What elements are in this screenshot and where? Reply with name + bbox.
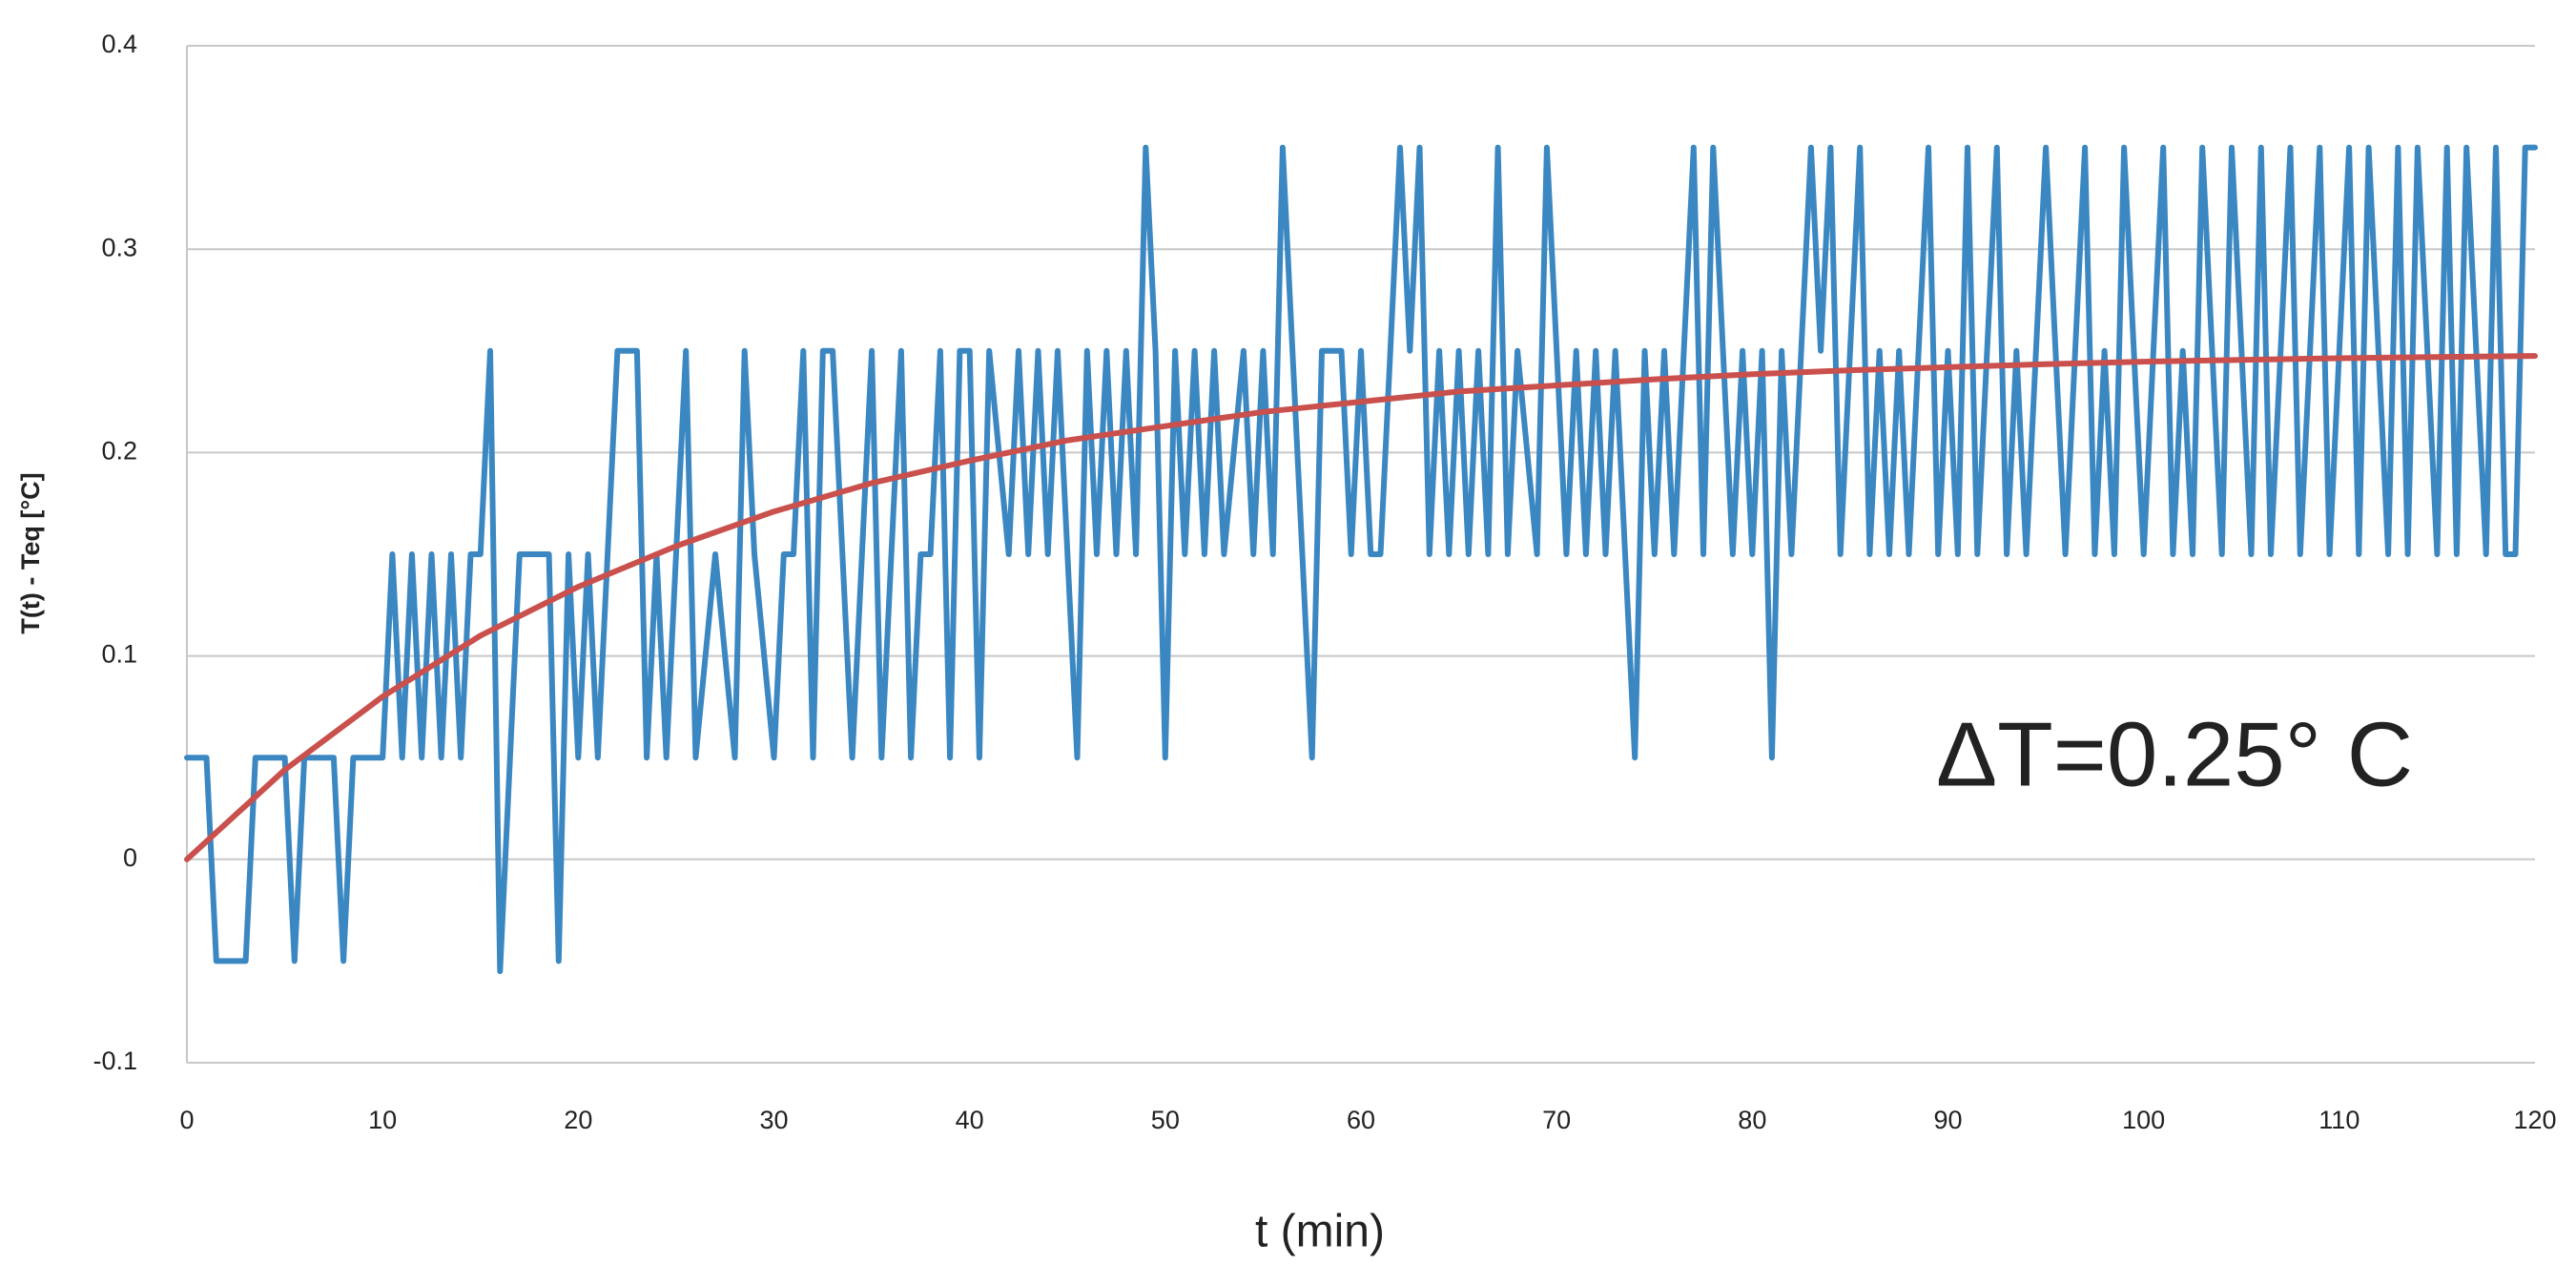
x-tick-label: 20 [564,1106,592,1134]
x-axis-title: t (min) [1255,1207,1385,1257]
data-line [184,144,2538,975]
x-tick-label: 60 [1347,1106,1375,1134]
y-tick-label: 0 [123,843,137,872]
y-tick-label: 0.1 [101,640,137,669]
x-tick-label: 40 [956,1106,984,1134]
y-axis-title: T(t) - Teq [°C] [16,472,45,633]
y-tick-label: -0.1 [93,1047,137,1075]
y-tick-label: 0.2 [101,437,137,466]
x-tick-label: 70 [1542,1106,1571,1134]
x-tick-label: 10 [368,1106,397,1134]
y-tick-label: 0.4 [101,30,137,58]
x-tick-label: 90 [1933,1106,1962,1134]
x-tick-label: 110 [2318,1106,2360,1134]
x-tick-label: 100 [2122,1106,2165,1134]
x-tick-label: 30 [759,1106,788,1134]
data-line [184,353,2538,862]
annotation: ΔT=0.25° C [1936,703,2413,805]
y-tick-label: 0.3 [101,233,137,261]
x-tick-label: 80 [1738,1106,1766,1134]
x-tick-label: 120 [2513,1106,2556,1134]
x-tick-label: 0 [179,1106,194,1134]
x-tick-label: 50 [1151,1106,1180,1134]
